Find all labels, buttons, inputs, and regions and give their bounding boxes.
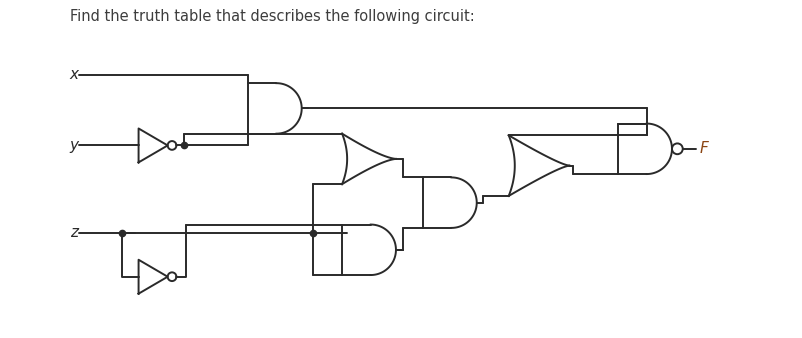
- Text: F: F: [699, 141, 708, 156]
- Text: x: x: [70, 67, 79, 82]
- Text: z: z: [70, 225, 78, 240]
- Text: y: y: [70, 138, 79, 153]
- Text: Find the truth table that describes the following circuit:: Find the truth table that describes the …: [70, 9, 475, 24]
